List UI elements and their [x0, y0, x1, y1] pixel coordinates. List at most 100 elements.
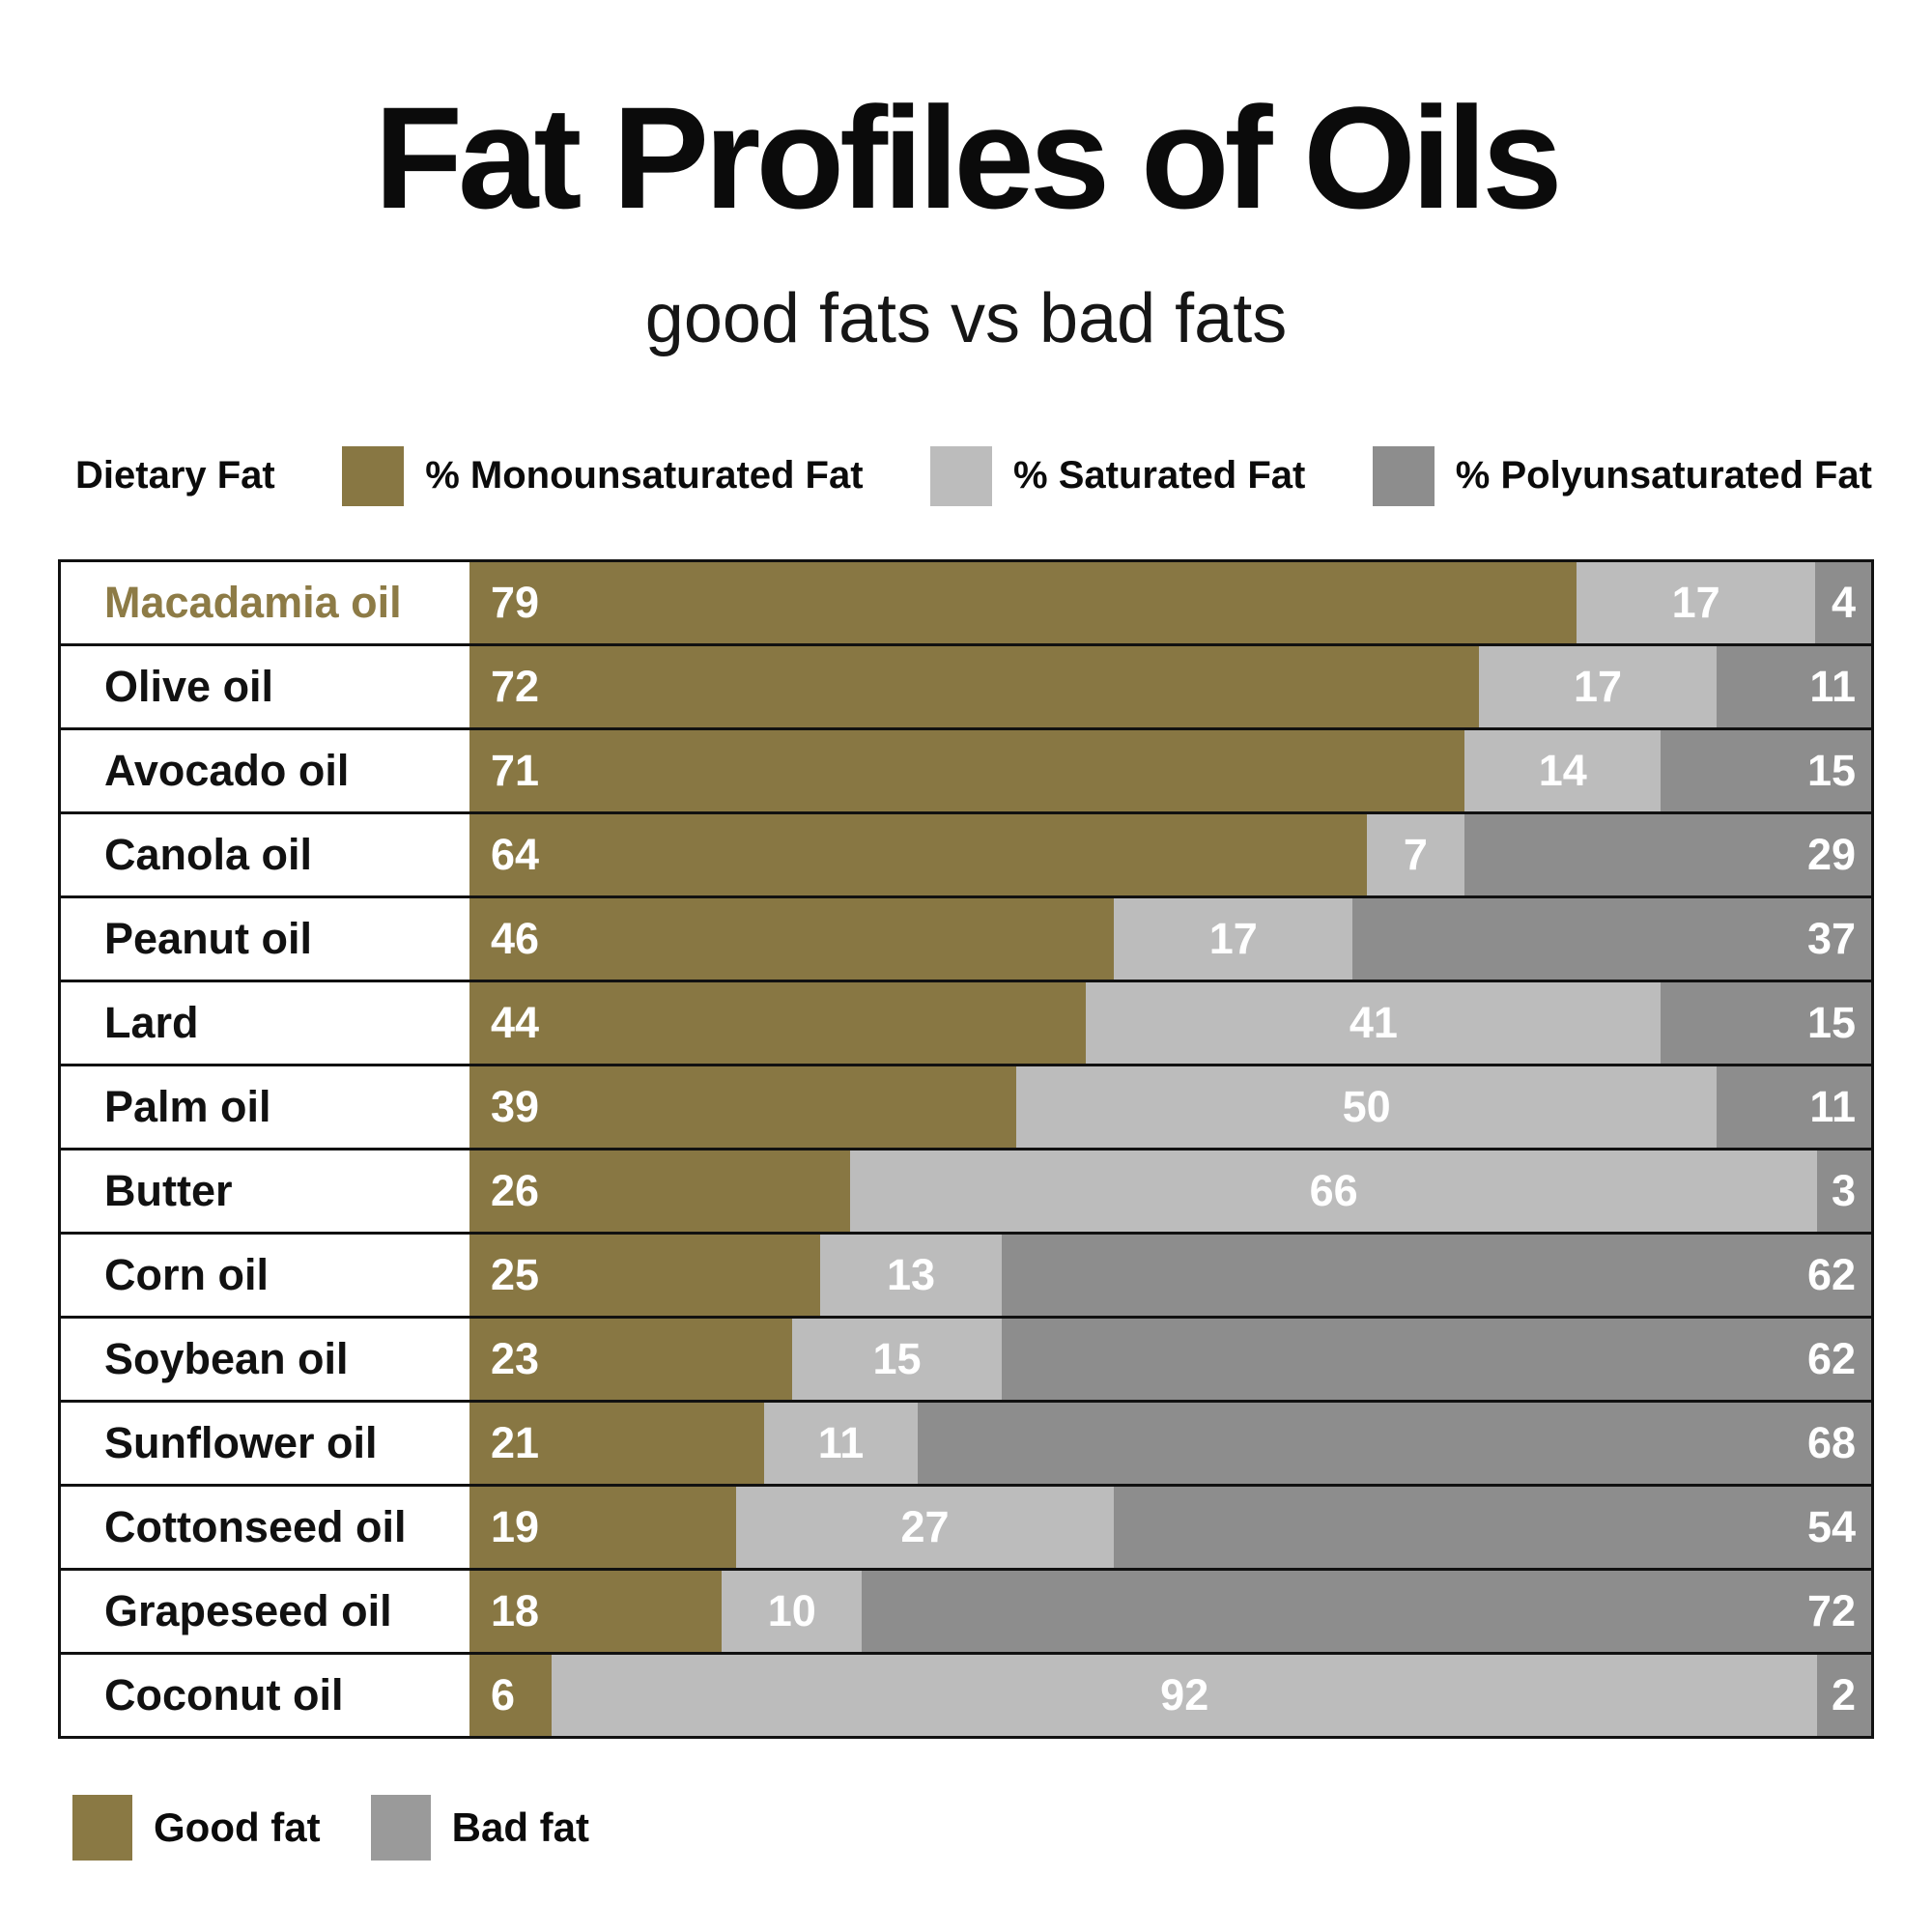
stacked-bar: 64 7 29 — [469, 813, 1871, 895]
polyunsaturated-segment: 15 — [1661, 981, 1871, 1064]
stacked-bar: 19 27 54 — [469, 1486, 1871, 1568]
saturated-value: 7 — [1403, 829, 1428, 879]
table-row: Lard 44 41 15 — [61, 981, 1871, 1066]
saturated-segment: 92 — [552, 1654, 1817, 1736]
stacked-bar: 26 66 3 — [469, 1150, 1871, 1232]
polyunsaturated-segment: 37 — [1352, 897, 1871, 980]
monounsaturated-segment: 44 — [469, 981, 1087, 1064]
bad-fat-swatch-icon — [370, 1794, 431, 1861]
page-subtitle: good fats vs bad fats — [644, 279, 1288, 357]
monounsaturated-segment: 64 — [469, 813, 1367, 895]
polyunsaturated-value: 62 — [1806, 1333, 1857, 1383]
stacked-bar: 21 11 68 — [469, 1402, 1871, 1484]
good-fat-label: Good fat — [154, 1804, 321, 1850]
monounsaturated-swatch-icon — [342, 445, 405, 506]
oil-name-label: Cottonseed oil — [61, 1486, 469, 1568]
saturated-value: 50 — [1342, 1081, 1391, 1131]
polyunsaturated-segment: 54 — [1114, 1486, 1871, 1568]
table-row: Butter 26 66 3 — [61, 1150, 1871, 1235]
polyunsaturated-value: 72 — [1806, 1585, 1856, 1635]
saturated-value: 10 — [767, 1585, 816, 1635]
oil-name-label: Lard — [61, 981, 469, 1064]
polyunsaturated-value: 68 — [1806, 1417, 1856, 1467]
oil-name-label: Palm oil — [61, 1065, 469, 1148]
oil-name-label: Corn oil — [61, 1234, 469, 1316]
polyunsaturated-value: 11 — [1809, 661, 1856, 711]
oil-name-label: Grapeseed oil — [61, 1570, 469, 1652]
polyunsaturated-value: 15 — [1806, 745, 1856, 795]
legend-item-label: % Saturated Fat — [1013, 454, 1306, 497]
saturated-swatch-icon — [930, 445, 993, 506]
monounsaturated-segment: 26 — [469, 1150, 851, 1232]
oil-name-label: Coconut oil — [61, 1654, 469, 1736]
saturated-segment: 17 — [1577, 561, 1815, 643]
saturated-value: 17 — [1574, 661, 1623, 711]
monounsaturated-value: 26 — [491, 1165, 540, 1215]
legend-item-saturated: % Saturated Fat — [930, 445, 1306, 506]
polyunsaturated-value: 15 — [1806, 997, 1856, 1047]
monounsaturated-segment: 19 — [469, 1486, 736, 1568]
table-row: Palm oil 39 50 11 — [61, 1065, 1871, 1151]
oil-name-label: Macadamia oil — [61, 561, 469, 643]
polyunsaturated-segment: 11 — [1717, 1065, 1871, 1148]
saturated-segment: 41 — [1086, 981, 1662, 1064]
polyunsaturated-segment: 29 — [1464, 813, 1871, 895]
monounsaturated-value: 79 — [491, 577, 540, 627]
saturated-segment: 66 — [850, 1150, 1817, 1232]
polyunsaturated-segment: 62 — [1002, 1234, 1871, 1316]
polyunsaturated-swatch-icon — [1372, 445, 1435, 506]
oil-name-label: Butter — [61, 1150, 469, 1232]
monounsaturated-value: 44 — [491, 997, 540, 1047]
bad-fat-legend-item: Bad fat — [370, 1794, 589, 1861]
polyunsaturated-segment: 68 — [918, 1402, 1871, 1484]
oil-name-label: Olive oil — [61, 645, 469, 727]
oil-name-label: Peanut oil — [61, 897, 469, 980]
polyunsaturated-segment: 2 — [1817, 1654, 1871, 1736]
polyunsaturated-segment: 3 — [1817, 1150, 1871, 1232]
oil-name-label: Sunflower oil — [61, 1402, 469, 1484]
polyunsaturated-segment: 15 — [1661, 729, 1871, 811]
polyunsaturated-value: 62 — [1806, 1249, 1856, 1299]
oil-name-label: Avocado oil — [61, 729, 469, 811]
polyunsaturated-segment: 72 — [862, 1570, 1871, 1652]
polyunsaturated-value: 11 — [1809, 1081, 1856, 1131]
stacked-bar: 25 13 62 — [469, 1234, 1871, 1316]
monounsaturated-value: 23 — [491, 1333, 540, 1383]
stacked-bar: 23 15 62 — [469, 1318, 1872, 1400]
legend-item-polyunsaturated: % Polyunsaturated Fat — [1372, 445, 1872, 506]
table-row: Olive oil 72 17 11 — [61, 645, 1871, 730]
table-row: Corn oil 25 13 62 — [61, 1234, 1871, 1319]
polyunsaturated-segment: 4 — [1814, 561, 1872, 643]
oil-name-label: Soybean oil — [61, 1318, 469, 1400]
monounsaturated-value: 25 — [491, 1249, 540, 1299]
polyunsaturated-segment: 11 — [1717, 645, 1871, 727]
dietary-fat-label: Dietary Fat — [75, 454, 275, 497]
polyunsaturated-value: 2 — [1831, 1669, 1856, 1719]
saturated-value: 11 — [817, 1417, 865, 1467]
saturated-segment: 17 — [1478, 645, 1718, 727]
monounsaturated-value: 21 — [491, 1417, 540, 1467]
saturated-value: 27 — [900, 1501, 950, 1551]
saturated-value: 41 — [1349, 997, 1398, 1047]
fat-profile-table: Macadamia oil 79 17 4 Olive oil 72 17 11… — [58, 558, 1874, 1739]
saturated-value: 13 — [887, 1249, 936, 1299]
table-row: Macadamia oil 79 17 4 — [61, 561, 1872, 646]
table-row: Grapeseed oil 18 10 72 — [61, 1570, 1871, 1655]
saturated-value: 15 — [872, 1333, 922, 1383]
table-row: Sunflower oil 21 11 68 — [61, 1402, 1871, 1487]
table-row: Peanut oil 46 17 37 — [61, 897, 1871, 982]
monounsaturated-segment: 39 — [469, 1065, 1016, 1148]
stacked-bar: 79 17 4 — [469, 561, 1872, 643]
table-row: Avocado oil 71 14 15 — [61, 729, 1871, 814]
saturated-segment: 50 — [1015, 1065, 1718, 1148]
monounsaturated-segment: 18 — [469, 1570, 723, 1652]
stacked-bar: 18 10 72 — [469, 1570, 1871, 1652]
stacked-bar: 72 17 11 — [469, 645, 1871, 727]
monounsaturated-value: 39 — [491, 1081, 540, 1131]
footer-legend: Good fat Bad fat — [72, 1794, 1932, 1861]
saturated-segment: 13 — [819, 1234, 1003, 1316]
page-title: Fat Profiles of Oils — [374, 76, 1562, 239]
good-fat-legend-item: Good fat — [72, 1794, 321, 1861]
good-fat-swatch-icon — [72, 1794, 132, 1861]
